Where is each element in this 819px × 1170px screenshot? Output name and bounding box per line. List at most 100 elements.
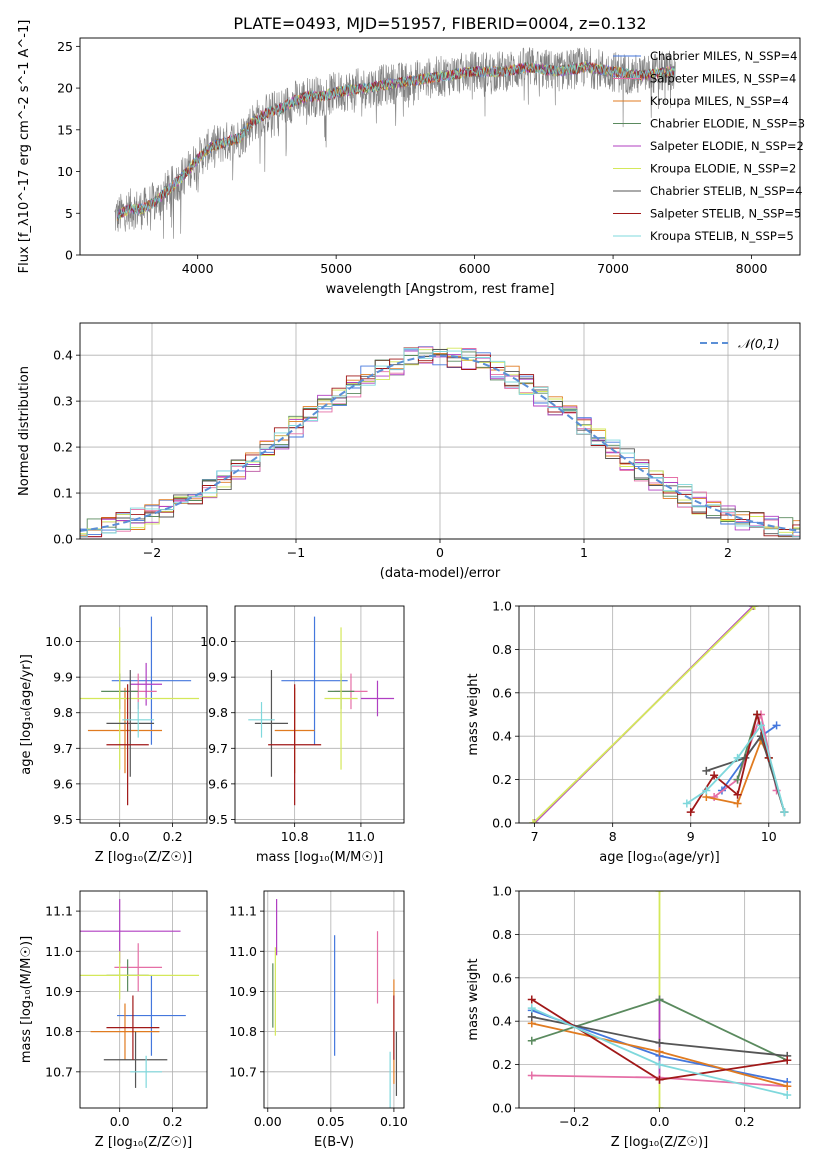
plot-area-mass_vs_z — [80, 899, 200, 1088]
y-tick-label: 10.8 — [45, 1024, 73, 1039]
x-tick-label: 0.2 — [163, 829, 183, 844]
panel-spectrum: 4000 5000 6000 7000 8000 0 5 10 15 20 25 wavelength… — [17, 20, 805, 297]
mass-weight-marker — [733, 790, 742, 799]
y-tick-label: 0 — [65, 248, 73, 263]
y-tick-label: 10.7 — [229, 1064, 257, 1079]
y-tick-label: 10.8 — [229, 1024, 257, 1039]
x-tick-label: 2 — [724, 545, 732, 560]
y-tick-label: 0.6 — [492, 685, 512, 700]
x-tick-label: 0.0 — [650, 1114, 670, 1129]
y-tick-label: 0.2 — [492, 1057, 512, 1072]
plot-area-spectrum — [114, 47, 676, 239]
x-axis-label: (data-model)/error — [380, 566, 501, 581]
plot-area-massweight_vs_age — [529, 606, 789, 823]
y-tick-label: 10.0 — [45, 634, 73, 649]
y-tick-label: 0.4 — [492, 729, 512, 744]
y-tick-label: 11.0 — [45, 944, 73, 959]
y-tick-label: 0.1 — [53, 486, 73, 501]
mass-weight-marker — [527, 1012, 536, 1021]
mass-weight-line — [532, 606, 756, 823]
y-tick-label: 10.0 — [200, 634, 228, 649]
y-tick-label: 20 — [57, 81, 73, 96]
x-tick-label: 0.00 — [254, 1114, 282, 1129]
y-tick-label: 9.8 — [208, 705, 228, 720]
x-axis-label: wavelength [Angstrom, rest frame] — [326, 282, 555, 297]
residual-histogram — [80, 351, 800, 535]
x-tick-label: 0.2 — [163, 1114, 183, 1129]
plot-area-mass_vs_ebv — [272, 899, 398, 1108]
x-tick-label: 5000 — [320, 261, 352, 276]
x-tick-label: 0.0 — [110, 1114, 130, 1129]
legend-entry-label: Kroupa ELODIE, N_SSP=2 — [650, 162, 796, 176]
mass-weight-marker — [655, 1038, 664, 1047]
y-tick-label: 0.0 — [492, 816, 512, 831]
model-spectrum-line — [117, 61, 675, 218]
panel-massweight_vs_age: 7 8 9 10 0.0 0.2 0.4 0.6 0.8 1.0 age [log₁₀(age/yr… — [466, 599, 801, 865]
panel-mass_vs_z: 0.0 0.2 10.7 10.8 10.9 11.0 11.1 Z [log₁₀(Z/Z☉)… — [19, 890, 208, 1150]
y-tick-label: 0.4 — [53, 348, 73, 363]
legend-entry-label: Kroupa MILES, N_SSP=4 — [650, 94, 789, 108]
y-tick-label: 0.8 — [492, 927, 512, 942]
mass-weight-marker — [702, 766, 711, 775]
mass-weight-marker — [783, 1056, 792, 1065]
axes-frame — [518, 890, 801, 1109]
axes-frame — [79, 890, 208, 1109]
mass-weight-line — [686, 723, 786, 813]
y-axis-label: age [log₁₀(age/yr)] — [19, 654, 34, 775]
mass-weight-marker — [527, 1071, 536, 1080]
mass-weight-marker — [772, 721, 781, 730]
mass-weight-marker — [710, 792, 719, 801]
panel-mass_vs_ebv: 0.00 0.05 0.10 10.7 10.8 10.9 11.0 11.1 E(B-V) — [229, 890, 408, 1150]
y-tick-label: 9.8 — [53, 705, 73, 720]
panel-residuals: −2 −1 0 1 2 0.0 0.1 0.2 0.3 0.4 (data-model)/error… — [17, 322, 801, 581]
x-axis-label: mass [log₁₀(M/M☉)] — [256, 850, 383, 865]
x-tick-label: 0.2 — [735, 1114, 755, 1129]
x-tick-label: 0.10 — [380, 1114, 408, 1129]
y-tick-label: 11.1 — [45, 904, 73, 919]
x-tick-label: −2 — [143, 545, 161, 560]
legend-entry-label: 𝒩(0,1) — [738, 336, 780, 351]
legend-entry-label: Chabrier MILES, N_SSP=4 — [650, 49, 797, 63]
axes-frame — [518, 605, 801, 824]
plot-area-age_vs_mass — [248, 616, 395, 806]
mass-weight-marker — [753, 710, 762, 719]
residual-histogram — [80, 352, 800, 538]
y-tick-label: 5 — [65, 206, 73, 221]
y-tick-label: 11.1 — [229, 904, 257, 919]
mass-weight-marker — [783, 1090, 792, 1099]
y-tick-label: 0.0 — [53, 532, 73, 547]
y-axis-label: Flux [f_λ10^-17 erg cm^-2 s^-1 A^-1] — [17, 20, 32, 274]
residual-histogram — [80, 347, 800, 538]
x-tick-label: −0.2 — [559, 1114, 589, 1129]
x-axis-label: Z [log₁₀(Z/Z☉)] — [95, 1135, 192, 1150]
plot-area-residuals — [80, 346, 800, 538]
y-tick-label: 9.7 — [53, 741, 73, 756]
y-tick-label: 1.0 — [492, 884, 512, 899]
legend-entry-label: Chabrier ELODIE, N_SSP=3 — [650, 117, 805, 131]
mass-weight-marker — [780, 808, 789, 817]
y-tick-label: 9.6 — [208, 776, 228, 791]
axes-frame — [263, 890, 405, 1109]
observed-spectrum-line — [114, 47, 676, 239]
y-tick-label: 10.9 — [45, 984, 73, 999]
x-axis-label: age [log₁₀(age/yr)] — [599, 850, 720, 865]
plot-area-age_vs_z — [80, 616, 200, 806]
mass-weight-marker — [682, 799, 691, 808]
panel-age_vs_z: 0.0 0.2 9.5 9.6 9.7 9.8 9.9 10.0 Z [log₁₀(Z/Z☉)]… — [19, 605, 208, 865]
x-axis-label: Z [log₁₀(Z/Z☉)] — [95, 850, 192, 865]
x-tick-label: 0.0 — [110, 829, 130, 844]
legend-entry-label: Salpeter ELODIE, N_SSP=2 — [650, 139, 804, 153]
y-tick-label: 9.6 — [53, 776, 73, 791]
y-tick-label: 0.2 — [53, 440, 73, 455]
plot-area-massweight_vs_z — [527, 891, 792, 1108]
y-tick-label: 0.3 — [53, 394, 73, 409]
normal-distribution-curve — [80, 354, 798, 532]
mass-weight-marker — [733, 753, 742, 762]
y-tick-label: 10.9 — [229, 984, 257, 999]
y-tick-label: 10.7 — [45, 1064, 73, 1079]
x-tick-label: 4000 — [182, 261, 214, 276]
y-tick-label: 9.5 — [53, 812, 73, 827]
x-tick-label: 1 — [580, 545, 588, 560]
mass-weight-marker — [655, 1104, 664, 1108]
mass-weight-marker — [686, 808, 695, 817]
